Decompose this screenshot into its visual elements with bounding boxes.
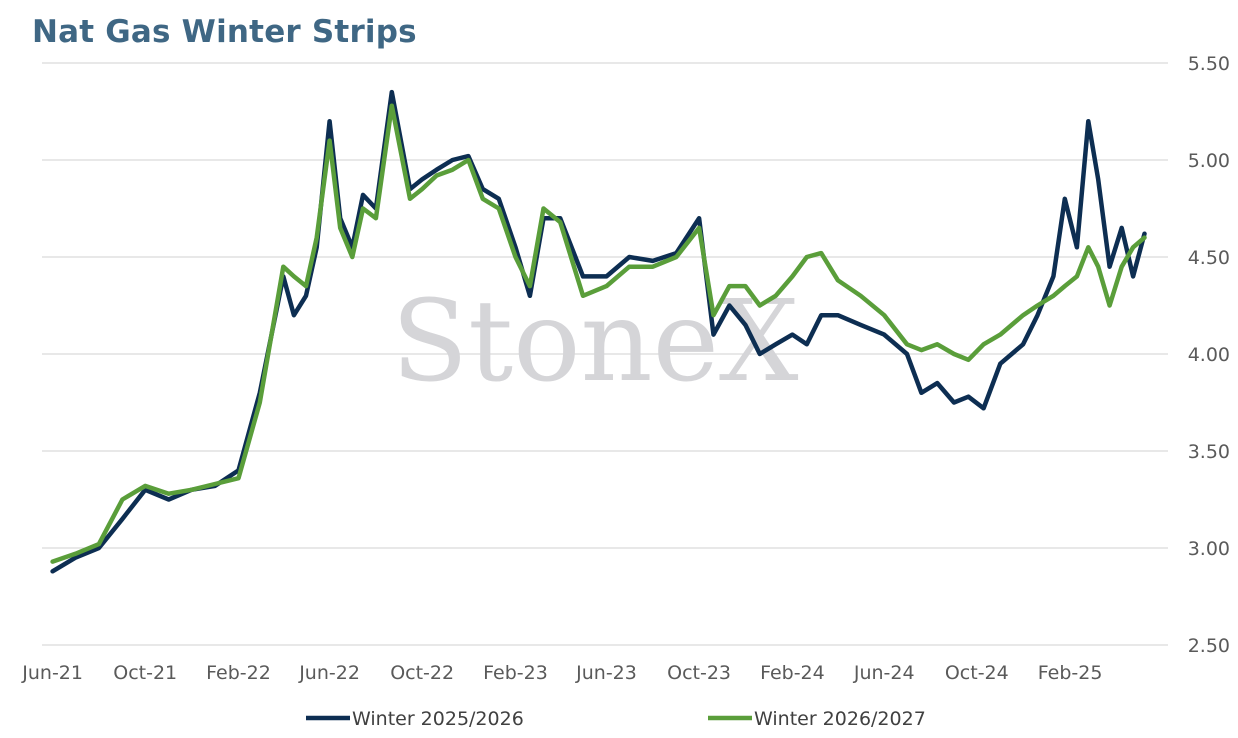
x-tick-label: Jun-22 xyxy=(298,662,360,684)
y-axis-labels: 2.50 3.00 3.50 4.00 4.50 5.00 5.50 xyxy=(1188,53,1230,657)
legend-label: Winter 2026/2027 xyxy=(754,708,926,730)
watermark-text: StoneX xyxy=(391,277,799,407)
legend: Winter 2025/2026 Winter 2026/2027 xyxy=(306,708,926,730)
y-tick-label: 2.50 xyxy=(1188,635,1230,657)
x-tick-label: Oct-22 xyxy=(390,662,454,684)
x-tick-label: Feb-22 xyxy=(206,662,271,684)
x-tick-label: Feb-25 xyxy=(1038,662,1103,684)
x-tick-label: Oct-23 xyxy=(667,662,731,684)
x-tick-label: Feb-24 xyxy=(760,662,825,684)
x-tick-label: Oct-21 xyxy=(113,662,177,684)
series-line-2 xyxy=(50,103,1147,564)
y-tick-label: 3.50 xyxy=(1188,441,1230,463)
y-tick-label: 4.50 xyxy=(1188,247,1230,269)
x-tick-label: Oct-24 xyxy=(945,662,1009,684)
x-axis-labels: Jun-21 Oct-21 Feb-22 Jun-22 Oct-22 Feb-23 Jun-… xyxy=(21,662,1102,684)
x-tick-label: Feb-23 xyxy=(483,662,548,684)
y-tick-label: 5.00 xyxy=(1188,150,1230,172)
x-tick-label: Jun-21 xyxy=(21,662,83,684)
y-tick-label: 3.00 xyxy=(1188,538,1230,560)
series-line-1 xyxy=(50,89,1147,574)
gridlines xyxy=(42,62,1168,646)
series-lines xyxy=(50,89,1147,574)
legend-label: Winter 2025/2026 xyxy=(352,708,524,730)
x-tick-label: Jun-24 xyxy=(853,662,915,684)
chart-title: Nat Gas Winter Strips xyxy=(32,14,417,50)
y-tick-label: 5.50 xyxy=(1188,53,1230,75)
y-tick-label: 4.00 xyxy=(1188,344,1230,366)
x-tick-label: Jun-23 xyxy=(575,662,637,684)
